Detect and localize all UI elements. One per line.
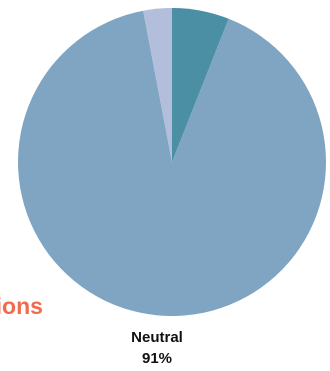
neutral-slice-name: Neutral	[131, 329, 183, 346]
pie-slice-segment-3	[143, 8, 172, 162]
cut-off-category-label: tions	[0, 293, 43, 319]
neutral-slice-label: Neutral 91%	[112, 327, 202, 369]
pie-slice-segment-1	[172, 7, 229, 162]
neutral-slice-percent: 91%	[141, 350, 173, 367]
pie-slice-neutral	[18, 10, 327, 316]
